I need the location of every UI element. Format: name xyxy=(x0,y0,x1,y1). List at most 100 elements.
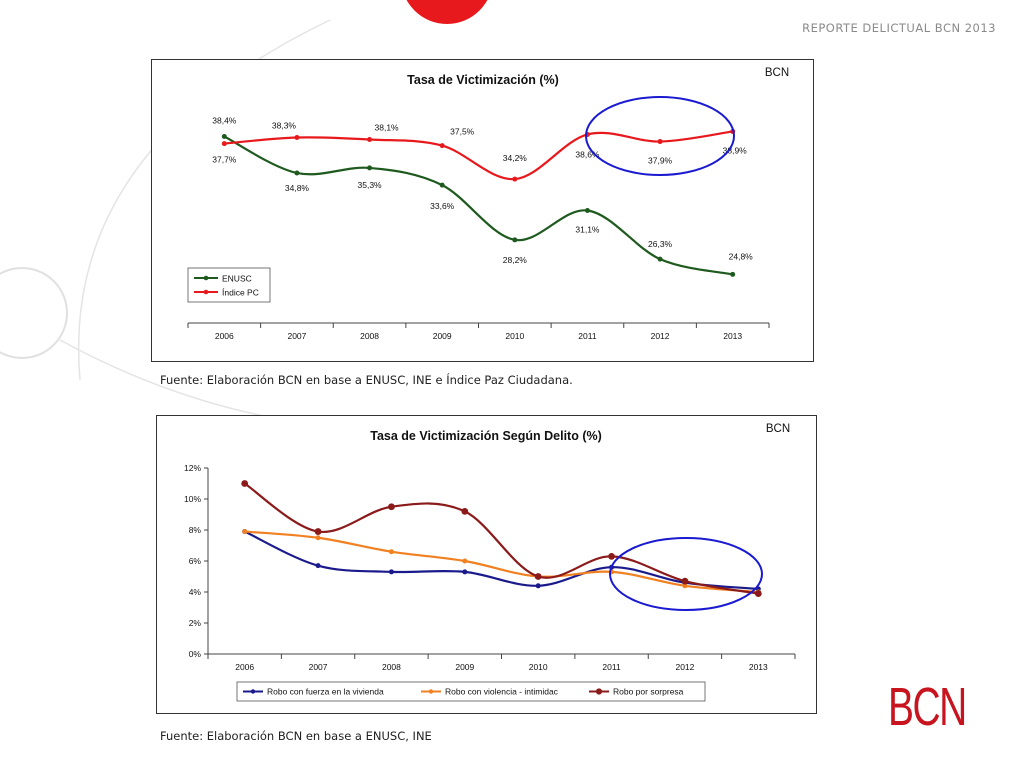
legend-label: Robo por sorpresa xyxy=(613,687,684,697)
data-label: 26,3% xyxy=(648,239,673,249)
data-label: 38,6% xyxy=(575,149,600,159)
x-tick-label-2010: 2010 xyxy=(505,331,524,341)
data-label: 37,5% xyxy=(450,127,475,137)
series-line-enusc xyxy=(223,135,733,276)
y-tick-label: 10% xyxy=(184,494,201,504)
data-label: 33,6% xyxy=(430,201,455,211)
data-label: 35,3% xyxy=(358,180,383,190)
legend-label: Índice PC xyxy=(222,288,259,298)
data-point xyxy=(388,569,394,575)
data-point xyxy=(584,207,590,213)
x-tick-label-2012: 2012 xyxy=(651,331,670,341)
data-point xyxy=(388,549,394,555)
legend-label: ENUSC xyxy=(222,274,252,284)
data-point xyxy=(681,577,689,585)
chart-victimizacion-delito: Tasa de Victimización Según Delito (%) BC… xyxy=(184,423,796,702)
data-point xyxy=(534,573,542,580)
data-label: 37,7% xyxy=(212,155,237,165)
data-point xyxy=(294,135,300,141)
x-tick-label-2007: 2007 xyxy=(309,662,328,672)
data-label: 34,8% xyxy=(285,183,310,193)
x-tick-label-2012: 2012 xyxy=(675,662,694,672)
data-point xyxy=(242,529,248,535)
data-point xyxy=(315,535,321,541)
data-point xyxy=(221,141,227,147)
data-point xyxy=(315,563,321,569)
data-label: 28,2% xyxy=(503,255,528,265)
data-point xyxy=(512,176,518,182)
x-tick-label-2007: 2007 xyxy=(287,331,306,341)
legend-marker xyxy=(428,689,434,694)
x-tick-label-2011: 2011 xyxy=(602,662,621,672)
legend-box xyxy=(187,267,271,303)
series-line-2 xyxy=(244,482,759,595)
chart-title: Tasa de Victimización (%) xyxy=(407,73,559,87)
legend-marker xyxy=(203,289,209,295)
chart-title: Tasa de Victimización Según Delito (%) xyxy=(370,429,602,443)
data-label: 38,1% xyxy=(375,123,400,133)
x-tick-label-2013: 2013 xyxy=(749,662,768,672)
data-point xyxy=(657,139,663,145)
data-label: 31,1% xyxy=(575,224,600,234)
x-tick-label-2013: 2013 xyxy=(723,331,742,341)
y-tick-label: 8% xyxy=(189,525,202,535)
data-point xyxy=(367,165,373,171)
source-note-2: Fuente: Elaboración BCN en base a ENUSC,… xyxy=(160,729,432,743)
data-label: 37,9% xyxy=(648,156,673,166)
red-circle-decoration xyxy=(406,0,488,24)
chart-brand-label: BCN xyxy=(765,67,789,79)
x-tick-label-2008: 2008 xyxy=(360,331,379,341)
source-note-1: Fuente: Elaboración BCN en base a ENUSC,… xyxy=(160,373,573,387)
chart-panel-victimizacion: Tasa de Victimización (%) BCN 2006 2007 2008… xyxy=(151,59,814,362)
highlight-ellipse xyxy=(609,537,763,611)
y-tick-label: 2% xyxy=(189,618,202,628)
data-point xyxy=(682,583,688,589)
x-tick-label-2011: 2011 xyxy=(578,331,597,341)
data-point xyxy=(462,558,468,564)
legend-label: Robo con violencia - intimidac xyxy=(445,687,559,697)
chart-panel-delito: Tasa de Victimización Según Delito (%) BC… xyxy=(156,415,817,714)
y-tick-label: 0% xyxy=(189,649,202,659)
chart-brand-label: BCN xyxy=(766,423,790,435)
data-point xyxy=(241,480,249,487)
data-point xyxy=(388,503,395,511)
legend-marker xyxy=(595,688,603,695)
data-label: 38,4% xyxy=(212,115,237,125)
data-label: 38,3% xyxy=(272,121,297,131)
data-point xyxy=(730,271,736,277)
data-point xyxy=(221,133,227,139)
legend-label: Robo con fuerza en la vivienda xyxy=(267,687,384,697)
data-point xyxy=(461,508,469,515)
data-point xyxy=(367,137,373,143)
highlight-ellipse xyxy=(585,96,735,176)
data-point xyxy=(439,182,445,188)
data-point xyxy=(294,170,300,176)
series-line-1 xyxy=(244,530,759,594)
y-tick-label: 4% xyxy=(189,587,202,597)
x-tick-label-2010: 2010 xyxy=(529,662,548,672)
legend-box xyxy=(236,681,706,702)
report-header: REPORTE DELICTUAL BCN 2013 xyxy=(802,21,996,35)
data-point xyxy=(754,590,762,597)
series-line-indice-pc xyxy=(224,130,733,181)
x-tick-label-2008: 2008 xyxy=(382,662,401,672)
data-point xyxy=(314,528,322,535)
x-tick-label-2009: 2009 xyxy=(455,662,474,672)
data-point xyxy=(535,583,541,589)
data-label: 38,9% xyxy=(723,145,748,155)
x-tick-label-2006: 2006 xyxy=(215,331,234,341)
y-tick-label: 6% xyxy=(189,556,202,566)
data-label: 34,2% xyxy=(503,153,528,163)
bcn-logo: BCN xyxy=(888,677,967,737)
data-label: 24,8% xyxy=(729,251,754,261)
data-point xyxy=(462,569,468,575)
data-point xyxy=(608,552,615,560)
data-point xyxy=(657,256,663,262)
x-tick-label-2006: 2006 xyxy=(235,662,254,672)
legend-marker xyxy=(250,689,256,694)
x-tick-label-2009: 2009 xyxy=(433,331,452,341)
data-point xyxy=(512,237,518,243)
chart-victimizacion: Tasa de Victimización (%) BCN 2006 2007 2008… xyxy=(187,67,789,341)
legend-marker xyxy=(203,275,209,281)
